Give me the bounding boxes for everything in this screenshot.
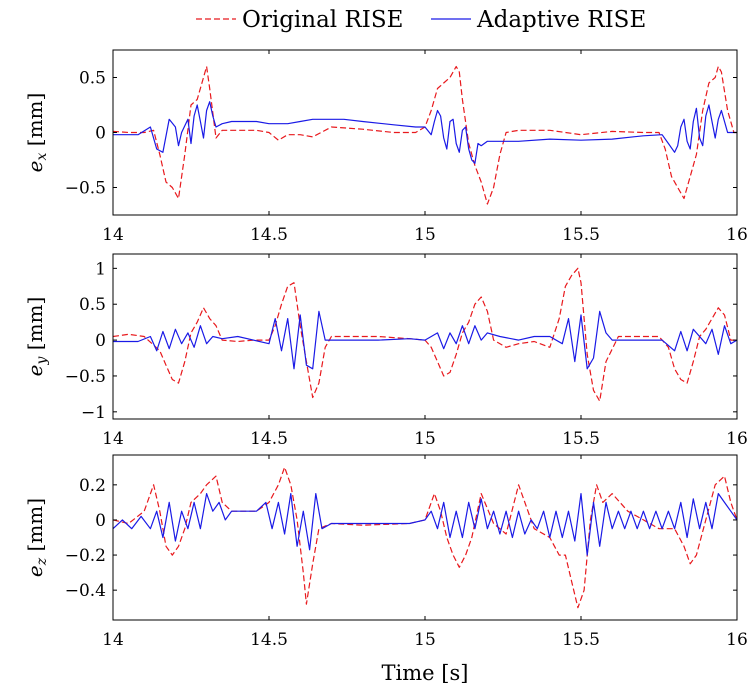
x-tick-label: 14.5	[250, 225, 288, 245]
y-tick-label: 0	[95, 511, 106, 531]
series-line-original	[113, 466, 737, 609]
y-axis-label-unit: [mm]	[23, 93, 47, 153]
x-tick-label: 16	[726, 225, 748, 245]
series-line-adaptive	[113, 101, 737, 164]
x-tick-label: 16	[726, 429, 748, 449]
legend-label-adaptive: Adaptive RISE	[476, 7, 646, 33]
plot-frame	[112, 49, 738, 216]
x-tick-label: 14	[102, 225, 124, 245]
y-axis-label-subscript: x	[34, 152, 50, 160]
chart-panel-1: 14 14.5 15 15.5 16 −0.5 0 0.5 ex [mm]	[23, 49, 748, 245]
x-tick-label: 15.5	[562, 630, 600, 650]
x-tick-label: 15	[414, 225, 436, 245]
x-tick-label: 15.5	[562, 225, 600, 245]
y-axis-label: ez [mm]	[23, 498, 50, 577]
legend: Original RISE Adaptive RISE	[196, 7, 646, 33]
series-line-original	[113, 267, 737, 402]
y-axis-label-subscript: y	[34, 355, 50, 365]
y-tick-label: 1	[95, 259, 106, 279]
x-tick-label: 14.5	[250, 630, 288, 650]
y-tick-label: 0	[95, 331, 106, 351]
y-axis-label: ex [mm]	[23, 93, 50, 173]
y-tick-label: 0	[95, 124, 106, 144]
plot-frame	[112, 454, 738, 621]
x-tick-label: 14.5	[250, 429, 288, 449]
series-line-adaptive	[113, 493, 737, 556]
chart-panel-3: 14 14.5 15 15.5 16 −0.4 −0.2 0 0.2 ez [mm]	[23, 454, 748, 650]
y-tick-label: −0.5	[65, 179, 106, 199]
x-tick-label: 15	[414, 429, 436, 449]
y-axis-label-subscript: z	[34, 557, 50, 566]
y-axis-label-variable: e	[23, 364, 47, 376]
y-tick-label: −1	[81, 403, 106, 423]
x-tick-label: 14	[102, 429, 124, 449]
y-tick-label: −0.4	[65, 581, 106, 601]
chart-panel-2: 14 14.5 15 15.5 16 −1 −0.5 0 0.5 1 ey [mm]	[23, 253, 748, 449]
x-tick-label: 16	[726, 630, 748, 650]
x-tick-label: 15.5	[562, 429, 600, 449]
x-tick-label: 15	[414, 630, 436, 650]
y-tick-label: −0.2	[65, 546, 106, 566]
y-axis-label-unit: [mm]	[23, 297, 47, 357]
y-axis-label-unit: [mm]	[23, 498, 47, 558]
series-line-original	[113, 65, 737, 205]
y-tick-label: 0.5	[79, 69, 106, 89]
y-axis-label-variable: e	[23, 160, 47, 172]
series-line-adaptive	[113, 310, 737, 370]
y-axis-label-variable: e	[23, 565, 47, 577]
x-tick-label: 14	[102, 630, 124, 650]
legend-label-original: Original RISE	[242, 7, 403, 33]
y-tick-label: 0.2	[79, 476, 106, 496]
x-axis-label: Time [s]	[382, 661, 469, 685]
y-tick-label: 0.5	[79, 295, 106, 315]
y-axis-label: ey [mm]	[23, 297, 50, 377]
y-tick-label: −0.5	[65, 367, 106, 387]
